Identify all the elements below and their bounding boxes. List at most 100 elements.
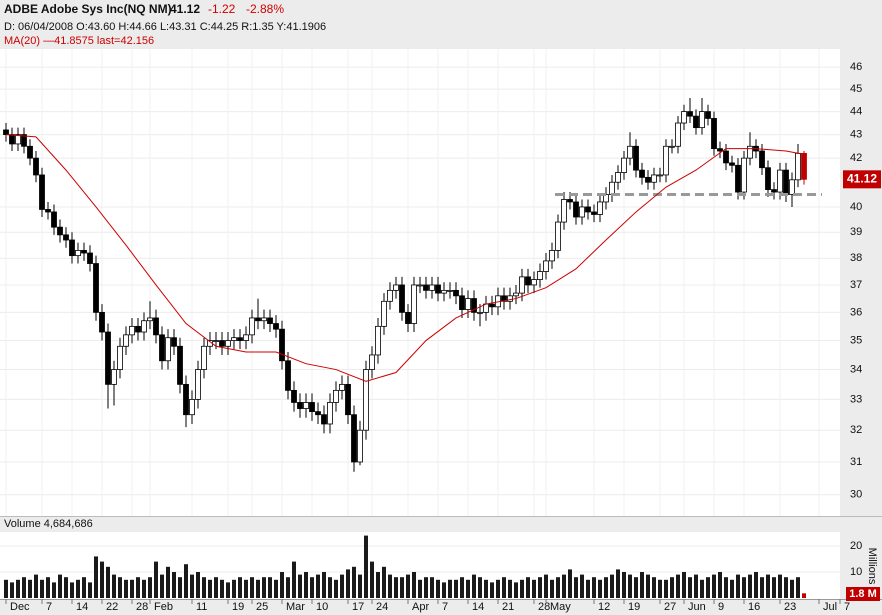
volume-bar: [502, 577, 506, 598]
volume-bar: [772, 577, 776, 598]
volume-bar: [568, 569, 572, 598]
volume-bar: [640, 572, 644, 598]
volume-bar: [490, 582, 494, 598]
candle-body: [591, 211, 597, 215]
candle-body: [387, 289, 393, 302]
volume-bar: [70, 582, 74, 598]
candle-body: [105, 331, 111, 385]
candle-body: [567, 199, 573, 203]
volume-bar: [160, 574, 164, 598]
volume-bar: [460, 577, 464, 598]
volume-bar: [148, 577, 152, 598]
x-tick-label: Jul: [823, 601, 837, 613]
candle-body: [69, 239, 75, 257]
x-tick-label: 14: [76, 601, 88, 613]
candle-body: [369, 354, 375, 370]
candle-body: [513, 292, 519, 297]
volume-bar: [178, 577, 182, 598]
ma-label: MA(20) —41.8575 last=42.156: [4, 35, 154, 47]
volume-bar: [616, 569, 620, 598]
candle-body: [699, 111, 705, 129]
candle-body: [237, 337, 243, 341]
candle-body: [423, 284, 429, 291]
volume-bar: [520, 579, 524, 598]
candle-body: [9, 134, 15, 145]
volume-bar: [64, 577, 68, 598]
candle-body: [639, 169, 645, 178]
volume-bar: [238, 577, 242, 598]
candle-body: [147, 317, 153, 322]
candle-body: [735, 164, 741, 193]
volume-bar: [220, 579, 224, 598]
candle-body: [21, 134, 27, 147]
x-tick-label: Apr: [412, 601, 429, 613]
candle-body: [789, 179, 795, 195]
last-volume-label: 1.8 M: [849, 588, 877, 600]
volume-bar: [16, 579, 20, 598]
x-tick-label: 16: [748, 601, 760, 613]
volume-bar: [280, 572, 284, 598]
candle-body: [393, 284, 399, 291]
volume-bar: [142, 579, 146, 598]
y-tick-label: 10: [850, 566, 862, 578]
volume-bar: [46, 577, 50, 598]
volume-bar: [754, 572, 758, 598]
candle-body: [615, 172, 621, 183]
volume-bar: [88, 582, 92, 598]
candle-body: [405, 311, 411, 324]
volume-bar: [802, 593, 806, 598]
y-tick-label: 44: [850, 105, 862, 117]
candle-body: [801, 152, 807, 180]
volume-bar: [346, 569, 350, 598]
candle-body: [411, 284, 417, 324]
volume-bar: [670, 577, 674, 598]
volume-bar: [190, 574, 194, 598]
candle-body: [39, 174, 45, 210]
volume-bar: [136, 577, 140, 598]
candle-body: [717, 148, 723, 152]
candle-body: [339, 383, 345, 391]
candle-body: [213, 340, 219, 342]
volume-bar: [298, 574, 302, 598]
candle-body: [435, 284, 441, 294]
candle-body: [585, 206, 591, 213]
candle-body: [705, 111, 711, 119]
volume-bar: [154, 561, 158, 598]
change-pct: -2.88%: [246, 2, 284, 16]
symbol: ADBE Adobe Sys Inc(NQ NM): [4, 2, 172, 16]
x-tick-label: 19: [232, 601, 244, 613]
candle-body: [309, 402, 315, 413]
x-tick-label: 28: [136, 601, 148, 613]
volume-bar: [82, 577, 86, 598]
candle-body: [441, 289, 447, 294]
volume-bar: [406, 574, 410, 598]
volume-bar: [112, 574, 116, 598]
candle-body: [333, 389, 339, 403]
volume-bar: [334, 579, 338, 598]
candle-body: [723, 150, 729, 164]
volume-bar: [526, 577, 530, 598]
candle-body: [741, 157, 747, 193]
candle-body: [321, 414, 327, 425]
candle-body: [417, 284, 423, 287]
volume-bar: [412, 572, 416, 598]
ohlc-line: D: 06/04/2008 O:43.60 H:44.66 L:43.31 C:…: [4, 21, 326, 33]
volume-bar: [364, 535, 368, 598]
y-tick-label: 45: [850, 83, 862, 95]
volume-bar: [742, 577, 746, 598]
candle-body: [171, 337, 177, 347]
volume-bar: [796, 577, 800, 598]
candle-body: [123, 334, 129, 347]
volume-bar: [556, 577, 560, 598]
header-bg: [0, 0, 882, 48]
candle-body: [357, 429, 363, 463]
candle-body: [399, 284, 405, 313]
volume-bar: [424, 577, 428, 598]
candle-body: [93, 263, 99, 313]
candle-body: [579, 206, 585, 218]
candle-body: [627, 145, 633, 159]
candle-body: [255, 317, 261, 322]
candle-body: [135, 325, 141, 333]
volume-bar: [622, 572, 626, 598]
candle-body: [243, 334, 249, 341]
